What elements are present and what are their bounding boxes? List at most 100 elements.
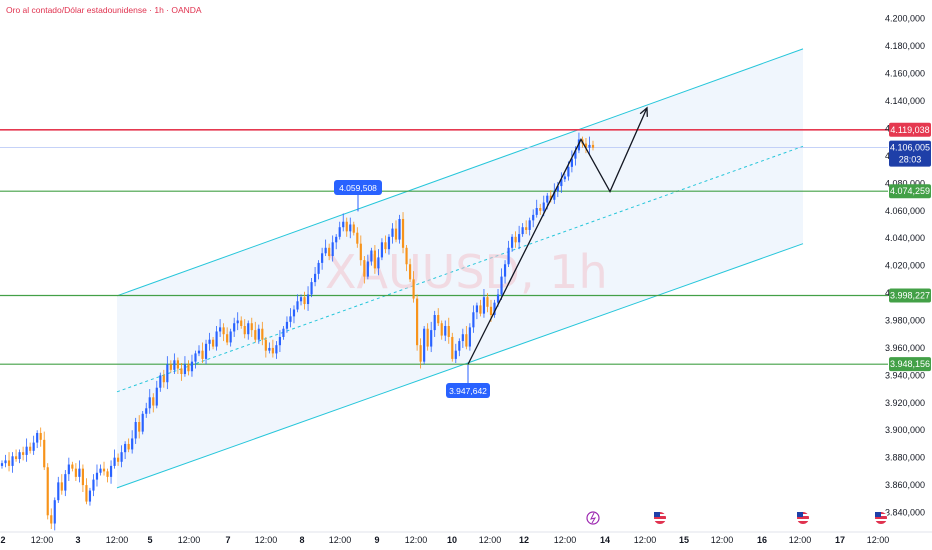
flag-canton [875,512,881,517]
candle-body [433,315,436,331]
time-axis[interactable]: 2 12:00 3 12:00 5 12:00 7 12:00 8 12:00 9 12:00 10 12… [0,511,889,545]
candle-body [141,413,144,432]
channel-upper-line[interactable] [116,48,804,297]
candle-body [271,347,274,354]
candle-body [289,316,292,322]
candle-body [451,336,454,359]
candle-body [127,443,130,450]
candle-body [419,345,422,362]
candle-body [4,460,7,464]
candle-body [349,224,352,232]
candle-body [528,220,531,230]
candle-body [134,422,137,439]
candle-body [549,195,552,200]
resistance-tag[interactable] [889,122,931,137]
candle-body [380,242,384,258]
price-axis[interactable]: 4.200,0004.180,0004.160,0004.140,0004.12… [885,14,931,518]
time-tick-label: 14 [600,535,610,545]
candle-body [268,347,271,351]
price-tick-label: 4.180,000 [885,41,925,51]
candle-body [250,323,253,331]
time-tick-label: 12:00 [106,535,129,545]
candle-body [479,305,482,314]
high-callout-label: 4.059,508 [339,183,377,193]
price-callouts: 4.059,508 3.947,642 [334,180,490,398]
support-1-tag[interactable] [889,184,931,199]
candle-body [306,294,310,305]
candle-body [211,339,215,347]
candle-body [359,243,362,261]
flag-canton [654,512,660,517]
candle-body [64,474,67,491]
low-callout-box [446,383,490,398]
candle-body [384,242,387,250]
candle-body [120,452,123,462]
candle-body [282,328,285,337]
candle-body [514,236,517,243]
channel-mid-line[interactable] [116,145,804,393]
candle-body [521,227,524,235]
price-tick-label: 3.900,000 [885,425,925,435]
projection-arrows[interactable] [467,106,648,365]
candle-body [159,375,162,388]
support-3-tag[interactable] [889,357,931,372]
time-tick-label: 5 [147,535,152,545]
candle-body [542,202,545,211]
candle-body [148,397,151,409]
candle-body [468,327,471,347]
price-tick-label: 4.160,000 [885,69,925,79]
candle-body [240,320,243,326]
candle-body [85,485,88,502]
chart-title: Oro al contado/Dólar estadounidense · 1h… [6,5,202,15]
candle-body [243,325,246,335]
candle-body [518,234,521,243]
candle-body [387,236,391,250]
candle-body [503,264,507,277]
price-tick-label: 4.140,000 [885,96,925,106]
candle-body [81,468,85,486]
arrowhead [639,106,648,117]
low-callout-label: 3.947,642 [449,386,487,396]
candle-body [507,247,510,265]
candle-body [377,257,380,269]
current-price-tag[interactable] [889,140,931,167]
candle-body [416,298,419,346]
candle-body [584,143,588,148]
price-tick-label: 4.200,000 [885,14,925,24]
regression-channel[interactable] [116,48,804,489]
time-tick-label: 17 [835,535,845,545]
candle-body [166,364,169,383]
candle-body [500,276,503,295]
candle-body [426,328,429,347]
candle-body [275,345,278,354]
candle-body [25,446,28,455]
flag-stripe [875,519,887,521]
projection-path[interactable] [467,107,648,365]
price-tick-label: 3.940,000 [885,370,925,380]
flag-stripe [797,519,809,521]
candlestick-series [0,132,595,531]
candle-body [180,368,183,374]
candle-body [532,214,535,221]
candle-body [574,150,577,159]
price-tick-label: 4.060,000 [885,206,925,216]
time-tick-label: 12:00 [634,535,657,545]
horizontal-levels[interactable] [0,128,888,365]
candle-body [366,261,369,277]
support-2-tag[interactable] [889,288,931,303]
candle-body [335,236,338,243]
candle-body [95,472,99,480]
candle-body [14,456,18,460]
candle-body [430,330,433,347]
candle-body [116,457,120,462]
candle-body [46,467,49,516]
candle-body [321,253,324,263]
candle-body [338,227,341,237]
candle-body [444,325,447,336]
candle-body [247,323,250,335]
candle-body [29,446,32,451]
time-tick-label: 12:00 [479,535,502,545]
channel-lower-line[interactable] [116,243,804,489]
